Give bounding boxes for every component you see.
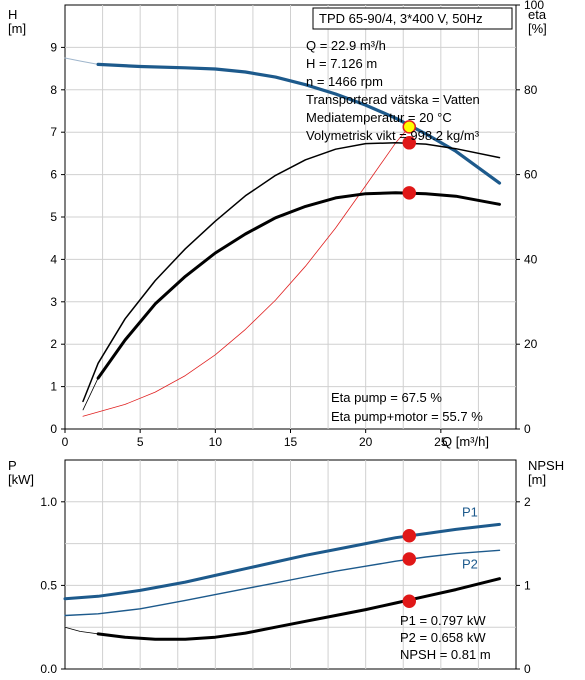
- legend-label-P1: P1: [462, 504, 478, 519]
- x-tick-label: 10: [209, 435, 223, 449]
- operating-point-NPSH: [402, 594, 417, 609]
- operating-point-P1: [402, 528, 417, 543]
- left-tick-label: 9: [50, 40, 57, 54]
- right-tick-label: 20: [524, 337, 538, 351]
- power-info-line: P1 = 0.797 kW: [400, 613, 486, 628]
- x-tick-label: 5: [137, 435, 144, 449]
- upper-right-axis-label-line1: eta [%]: [528, 7, 547, 36]
- npsh-tick-label: 2: [524, 495, 531, 509]
- operating-point-eta-pump-motor: [402, 186, 417, 200]
- chart-title: TPD 65-90/4, 3*400 V, 50Hz: [319, 11, 483, 26]
- left-tick-label: 4: [50, 252, 57, 266]
- series-line-eta-pump-motor: [96, 191, 501, 380]
- left-tick-label: 2: [50, 337, 57, 351]
- npsh-tick-label: 1: [524, 578, 531, 592]
- lower-left-axis-label-line1: P [kW]: [8, 458, 34, 487]
- series-line-P1: [63, 522, 501, 601]
- lower-series: [63, 522, 501, 641]
- x-tick-label: 20: [359, 435, 373, 449]
- power-info-line: NPSH = 0.81 m: [400, 647, 491, 662]
- info-line: Volymetrisk vikt = 998.2 kg/m³: [306, 128, 480, 143]
- npsh-tick-label: 0: [524, 662, 531, 676]
- info-line: n = 1466 rpm: [306, 74, 383, 89]
- series-line-H-extension: [64, 57, 99, 65]
- power-tick-label: 0.0: [40, 662, 57, 676]
- info-line: Transporterad vätska = Vatten: [306, 92, 480, 107]
- upper-left-axis-label-line1: H [m]: [8, 7, 26, 36]
- lower-right-axis-label-line1: NPSH [m]: [528, 458, 564, 487]
- power-info: P1 = 0.797 kW P2 = 0.658 kW NPSH = 0.81 m: [400, 613, 491, 662]
- right-tick-label: 100: [524, 0, 544, 12]
- x-axis-label: Q [m³/h]: [442, 434, 489, 449]
- right-tick-label: 60: [524, 168, 538, 182]
- legend-label-P2: P2: [462, 556, 478, 571]
- series-line-P2: [64, 549, 501, 617]
- eta-line: Eta pump+motor = 55.7 %: [331, 409, 483, 424]
- operating-point-H: [402, 120, 417, 134]
- operating-point-P2: [402, 552, 417, 566]
- upper-ticks: 0 1 2 3 4 5 6 7 8 9 0 20 40 60 80 100 0 5 10 15 20 25: [50, 0, 544, 449]
- right-tick-label: 80: [524, 83, 538, 97]
- info-line: Mediatemperatur = 20 °C: [306, 110, 452, 125]
- left-tick-label: 7: [50, 125, 57, 139]
- power-tick-label: 0.5: [40, 578, 57, 592]
- series-line-H-system: [82, 126, 410, 417]
- x-tick-label: 0: [62, 435, 69, 449]
- upper-grid: [65, 5, 516, 429]
- operating-point-info: Q = 22.9 m³/h H = 7.126 m n = 1466 rpm Tran…: [306, 38, 480, 143]
- power-info-line: P2 = 0.658 kW: [400, 630, 486, 645]
- lower-grid: [65, 460, 516, 669]
- lower-ticks: 0.0 0.5 1.0 0 1 2: [40, 495, 531, 676]
- left-tick-label: 1: [50, 380, 57, 394]
- series-line-NPSH: [96, 577, 501, 641]
- left-tick-label: 5: [50, 210, 57, 224]
- left-tick-label: 8: [50, 83, 57, 97]
- x-tick-label: 25: [434, 435, 448, 449]
- series-line-eta-pump: [82, 142, 501, 403]
- left-tick-label: 3: [50, 295, 57, 309]
- right-tick-label: 40: [524, 252, 538, 266]
- upper-series: [64, 57, 502, 417]
- x-tick-label: 15: [284, 435, 298, 449]
- power-tick-label: 1.0: [40, 495, 57, 509]
- efficiency-info: Eta pump = 67.5 % Eta pump+motor = 55.7 %: [331, 390, 483, 424]
- left-tick-label: 0: [50, 422, 57, 436]
- title-box: [312, 7, 513, 30]
- info-line: H = 7.126 m: [306, 56, 377, 71]
- series-line-H: [96, 62, 502, 185]
- series-line-eta-pump-motor-extension: [82, 377, 99, 411]
- series-line-NPSH-extension: [64, 626, 99, 635]
- eta-line: Eta pump = 67.5 %: [331, 390, 442, 405]
- operating-point-eta-pump: [402, 136, 417, 150]
- right-tick-label: 0: [524, 422, 531, 436]
- power-legend: P1 P2: [462, 504, 478, 571]
- left-tick-label: 6: [50, 168, 57, 182]
- info-line: Q = 22.9 m³/h: [306, 38, 386, 53]
